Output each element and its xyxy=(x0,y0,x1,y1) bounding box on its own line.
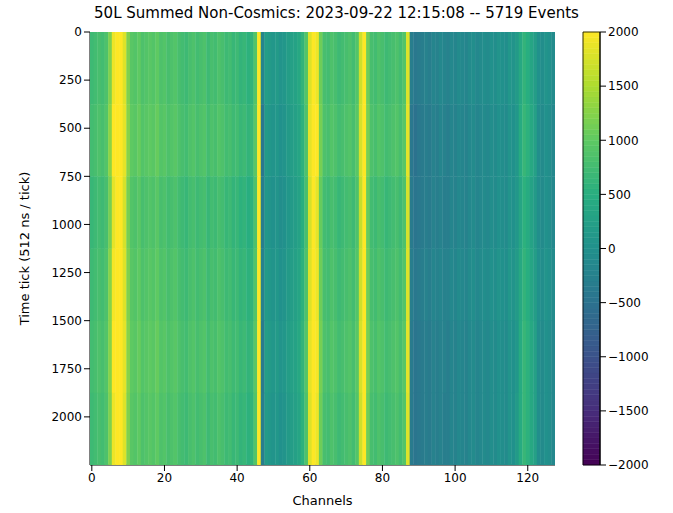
svg-text:0: 0 xyxy=(608,242,616,256)
svg-text:80: 80 xyxy=(375,471,390,485)
svg-text:1000: 1000 xyxy=(608,134,639,148)
svg-text:120: 120 xyxy=(516,471,539,485)
svg-text:1000: 1000 xyxy=(51,218,82,232)
svg-text:Time tick (512 ns / tick): Time tick (512 ns / tick) xyxy=(17,172,32,327)
svg-text:750: 750 xyxy=(59,170,82,184)
svg-text:60: 60 xyxy=(302,471,317,485)
svg-text:100: 100 xyxy=(444,471,467,485)
html-text:50L Summed Non-Cosmics: 2023-0: 50L Summed Non-Cosmics: 2023-09-22 12:15… xyxy=(94,4,579,22)
svg-text:1500: 1500 xyxy=(51,314,82,328)
svg-text:2000: 2000 xyxy=(608,25,639,39)
svg-text:−2000: −2000 xyxy=(608,458,649,472)
svg-text:500: 500 xyxy=(59,121,82,135)
svg-text:1250: 1250 xyxy=(51,266,82,280)
svg-text:20: 20 xyxy=(157,471,172,485)
svg-text:1750: 1750 xyxy=(51,362,82,376)
svg-text:0: 0 xyxy=(88,471,96,485)
svg-text:0: 0 xyxy=(74,25,82,39)
svg-text:−1000: −1000 xyxy=(608,350,649,364)
svg-text:2000: 2000 xyxy=(51,410,82,424)
svg-text:1500: 1500 xyxy=(608,79,639,93)
svg-text:40: 40 xyxy=(229,471,244,485)
svg-text:−500: −500 xyxy=(608,296,641,310)
svg-text:500: 500 xyxy=(608,188,631,202)
svg-text:250: 250 xyxy=(59,73,82,87)
svg-text:−1500: −1500 xyxy=(608,404,649,418)
svg-text:Channels: Channels xyxy=(292,493,352,508)
